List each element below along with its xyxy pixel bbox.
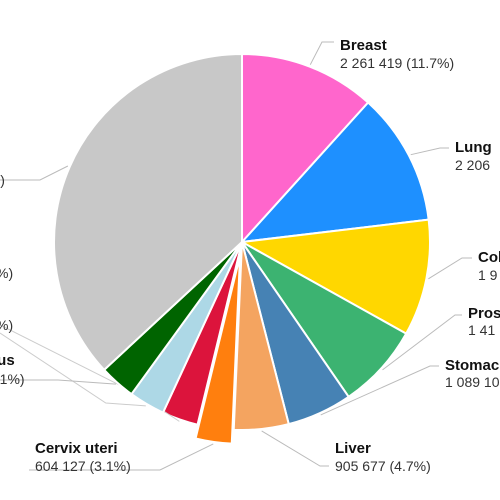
slice-value-stomac: 1 089 10 <box>445 374 500 390</box>
leader-line-9 <box>0 379 116 385</box>
pie-slice-lung-1 <box>239 101 430 244</box>
slice-value-gus: 3.1%) <box>0 371 25 387</box>
slice-label-stomac: Stomac <box>445 357 499 374</box>
leader-line-5 <box>261 430 329 467</box>
slice-label-lung: Lung <box>455 139 492 156</box>
slice-value-unlabeled: 9%) <box>0 172 5 188</box>
slice-label-pros: Pros <box>468 305 500 322</box>
edge-label-0: %) <box>0 265 13 281</box>
slice-label-liver: Liver <box>335 440 371 457</box>
leader-line-0 <box>309 41 334 65</box>
leader-line-1 <box>410 147 449 156</box>
slice-value-co: 1 9 <box>478 267 498 283</box>
slice-value-lung: 2 206 <box>455 157 490 173</box>
leader-line-3 <box>382 314 462 371</box>
slice-value-cervix-uteri: 604 127 (3.1%) <box>35 458 131 474</box>
slice-value-pros: 1 41 <box>468 322 495 338</box>
slice-label-co: Col <box>478 249 500 266</box>
pie-slice-cervix-uteri-6 <box>194 255 242 445</box>
pie-slice-liver-5 <box>232 241 290 431</box>
slice-label-cervix-uteri: Cervix uteri <box>35 440 118 457</box>
leader-line-2 <box>428 257 472 280</box>
leader-line-8 <box>0 332 146 407</box>
pie-slice-co-2 <box>238 218 431 335</box>
edge-label-1: %) <box>0 317 13 333</box>
pie-slice-unlabeled-10 <box>53 52 243 372</box>
slice-label-gus: gus <box>0 352 15 369</box>
slice-value-breast: 2 261 419 (11.7%) <box>340 55 454 71</box>
slice-label-breast: Breast <box>340 37 387 54</box>
slice-value-liver: 905 677 (4.7%) <box>335 458 431 474</box>
leader-line-6 <box>29 443 214 471</box>
leader-line-4 <box>320 365 439 416</box>
pie-slice-breast-0 <box>241 52 370 245</box>
leader-line-10 <box>0 165 69 181</box>
